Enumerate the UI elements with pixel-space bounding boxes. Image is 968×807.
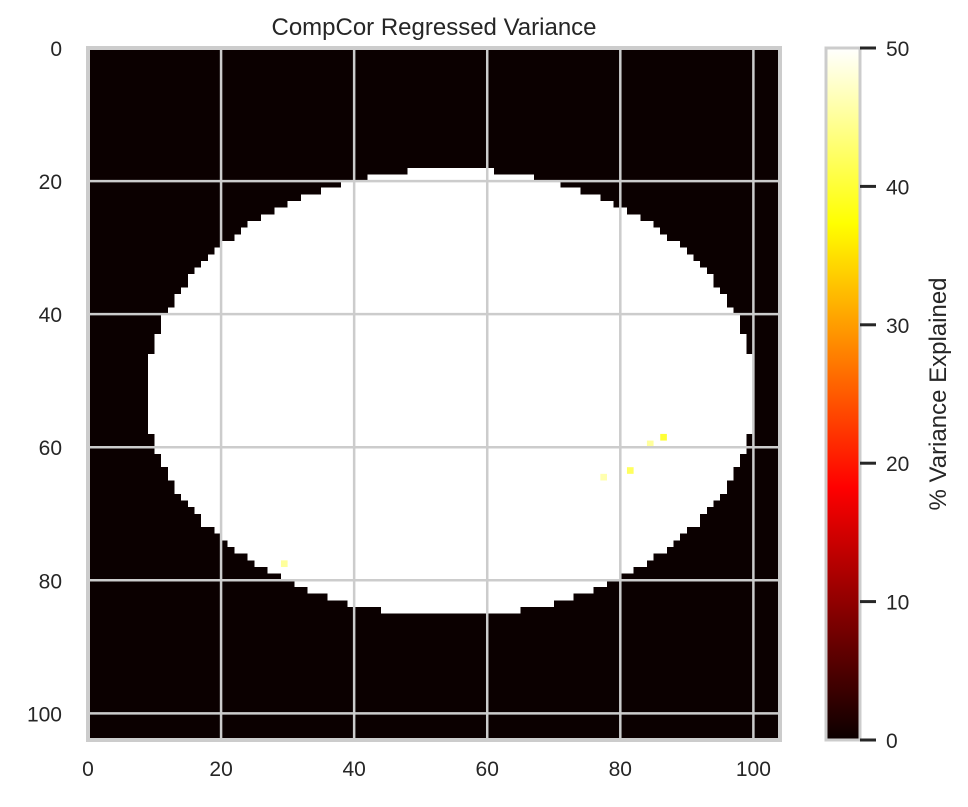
plot-area [86,46,782,742]
highlight-voxel [660,433,667,441]
y-tick-label: 40 [39,304,62,327]
x-tick-label: 20 [209,758,232,781]
highlight-voxel [280,560,288,567]
x-tick-label: 100 [736,758,771,781]
colorbar-gradient [826,48,860,740]
grid-lines [88,48,780,740]
highlight-voxel [646,440,654,448]
x-tick-label: 0 [82,758,94,781]
y-tick-label: 80 [39,570,62,593]
chart-title: CompCor Regressed Variance [271,14,596,41]
y-tick-label: 0 [50,38,62,61]
variance-mask [147,167,754,614]
y-tick-label: 100 [27,703,62,726]
colorbar-frame [824,46,862,742]
colorbar-tick-label: 20 [886,453,909,476]
colorbar-tick-label: 0 [886,730,898,753]
x-tick-label: 40 [342,758,365,781]
y-tick-label: 60 [39,437,62,460]
highlight-voxel [600,473,607,481]
colorbar-tick-label: 10 [886,592,909,615]
colorbar: 0 10 20 30 40 50 % Variance Explained [824,38,952,753]
y-axis-ticks: 0 20 40 60 80 100 [27,38,62,726]
colorbar-ticks: 0 10 20 30 40 50 [860,38,909,753]
colorbar-tick-label: 30 [886,315,909,338]
highlight-voxels [280,433,667,567]
x-axis-ticks: 0 20 40 60 80 100 [82,758,771,781]
highlight-voxel [626,467,634,474]
colorbar-label: % Variance Explained [925,277,952,510]
plot-frame [86,46,782,742]
x-tick-label: 60 [476,758,499,781]
y-tick-label: 20 [39,171,62,194]
colorbar-tick-label: 40 [886,176,909,199]
x-tick-label: 80 [609,758,632,781]
colorbar-tick-label: 50 [886,38,909,61]
